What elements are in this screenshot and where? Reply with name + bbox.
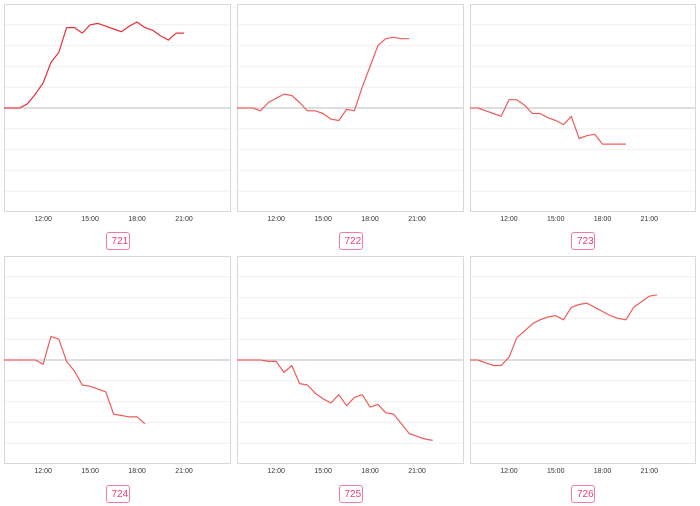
series-line: [4, 21, 184, 109]
chart-panel-722: 12:00 15:00 18:00 21:00: [237, 4, 464, 226]
chart-number-badge[interactable]: 725: [338, 485, 363, 503]
x-tick-label: 15:00: [547, 468, 565, 475]
x-tick-label: 15:00: [314, 468, 332, 475]
x-tick-label: 15:00: [81, 216, 99, 223]
x-tick-label: 15:00: [314, 216, 332, 223]
chart-panel-725: 12:00 15:00 18:00 21:00: [237, 256, 464, 478]
series-line: [470, 99, 626, 145]
x-tick-label: 15:00: [547, 216, 565, 223]
x-tick-label: 21:00: [175, 216, 193, 223]
chart-number-badge[interactable]: 723: [571, 232, 595, 250]
x-tick-label: 18:00: [361, 216, 379, 223]
x-tick-label: 12:00: [267, 468, 285, 475]
chart-panel-723: 12:00 15:00 18:00 21:00: [470, 4, 696, 226]
line-chart-724: 12:00 15:00 18:00 21:00: [4, 256, 231, 475]
chart-number-badge[interactable]: 721: [105, 232, 130, 250]
x-tick-label: 18:00: [361, 468, 379, 475]
x-tick-label: 12:00: [34, 216, 52, 223]
x-tick-label: 21:00: [408, 216, 426, 223]
x-tick-label: 12:00: [267, 216, 285, 223]
series-line: [237, 36, 410, 122]
x-tick-label: 15:00: [81, 468, 99, 475]
x-tick-label: 18:00: [128, 468, 146, 475]
x-tick-label: 21:00: [640, 216, 658, 223]
x-tick-label: 12:00: [500, 216, 518, 223]
x-tick-label: 18:00: [594, 468, 612, 475]
x-tick-label: 18:00: [128, 216, 146, 223]
x-tick-label: 12:00: [34, 468, 52, 475]
x-tick-label: 21:00: [175, 468, 193, 475]
chart-number-badge[interactable]: 726: [571, 485, 595, 503]
chart-panel-721: 12:00 15:00 18:00 21:00: [4, 4, 231, 226]
x-tick-label: 18:00: [594, 216, 612, 223]
chart-panel-724: 12:00 15:00 18:00 21:00: [4, 256, 231, 478]
series-line: [4, 335, 146, 425]
x-tick-label: 21:00: [408, 468, 426, 475]
chart-number-badge[interactable]: 722: [338, 232, 363, 250]
series-line: [237, 359, 433, 441]
x-tick-label: 12:00: [500, 468, 518, 475]
x-tick-label: 21:00: [640, 468, 658, 475]
chart-panel-726: 12:00 15:00 18:00 21:00: [470, 256, 696, 478]
line-chart-725: 12:00 15:00 18:00 21:00: [237, 256, 464, 475]
series-line: [470, 294, 658, 367]
line-chart-721: 12:00 15:00 18:00 21:00: [4, 4, 231, 223]
line-chart-723: 12:00 15:00 18:00 21:00: [470, 4, 696, 223]
line-chart-722: 12:00 15:00 18:00 21:00: [237, 4, 464, 223]
chart-number-badge[interactable]: 724: [105, 485, 130, 503]
line-chart-726: 12:00 15:00 18:00 21:00: [470, 256, 696, 475]
